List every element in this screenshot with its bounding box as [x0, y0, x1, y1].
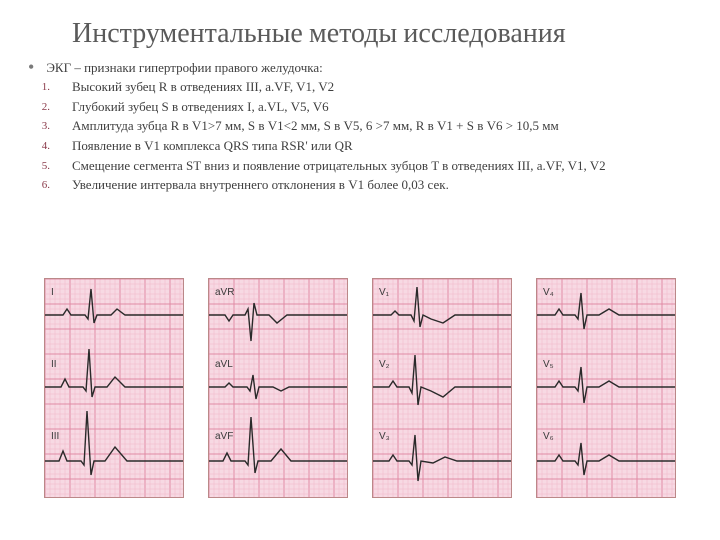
ecg-lead-label: V₁ [379, 287, 389, 298]
list-number: 3. [28, 117, 50, 134]
list-item: 4. Появление в V1 комплекса QRS типа RSR'… [28, 137, 684, 155]
ecg-lead-label: V₃ [379, 431, 390, 442]
list-text: Смещение сегмента ST вниз и появление от… [72, 157, 684, 175]
list-item: 2. Глубокий зубец S в отведениях I, a.VL,… [28, 98, 684, 116]
ecg-lead-label: V₄ [543, 287, 554, 298]
ecg-strip: V₄ V₅ V₆ [536, 278, 676, 498]
ecg-strip: IIIIII [44, 278, 184, 498]
ecg-lead-label: III [51, 431, 59, 442]
numbered-list: 1.Высокий зубец R в отведениях III, a.VF… [72, 78, 684, 193]
ecg-panels: IIIIIIaVRaVLaVFV₁V₂V₃V₄V₅V₆ [44, 278, 676, 498]
list-number: 5. [28, 157, 50, 174]
list-text: Глубокий зубец S в отведениях I, a.VL, V… [72, 98, 684, 116]
list-text: Амплитуда зубца R в V1>7 мм, S в V1<2 мм… [72, 117, 684, 135]
ecg-lead-label: aVR [215, 287, 234, 298]
ecg-lead-label: aVF [215, 431, 233, 442]
lead-bullet: • ЭКГ – признаки гипертрофии правого жел… [28, 59, 684, 77]
ecg-strip: aVR aVL aVF [208, 278, 348, 498]
list-text: Появление в V1 комплекса QRS типа RSR' и… [72, 137, 684, 155]
bullet-icon: • [28, 58, 34, 76]
list-number: 6. [28, 176, 50, 193]
list-item: 6. Увеличение интервала внутреннего откло… [28, 176, 684, 194]
list-item: 5. Смещение сегмента ST вниз и появление … [28, 157, 684, 175]
list-number: 2. [28, 98, 50, 115]
list-item: 1. Высокий зубец R в отведениях III, a.VF… [28, 78, 684, 96]
list-text: Высокий зубец R в отведениях III, a.VF, … [72, 78, 684, 96]
list-number: 4. [28, 137, 50, 154]
list-number: 1. [28, 78, 50, 95]
ecg-lead-label: V₂ [379, 359, 390, 370]
ecg-lead-label: II [51, 359, 57, 370]
bullet-text: ЭКГ – признаки гипертрофии правого желуд… [46, 59, 684, 77]
ecg-lead-label: V₆ [543, 431, 554, 442]
list-text: Увеличение интервала внутреннего отклоне… [72, 176, 684, 194]
ecg-lead-label: V₅ [543, 359, 554, 370]
ecg-lead-label: I [51, 287, 54, 298]
ecg-strip: V₁ V₂ V₃ [372, 278, 512, 498]
list-item: 3. Амплитуда зубца R в V1>7 мм, S в V1<2 … [28, 117, 684, 135]
slide-title: Инструментальные методы исследования [72, 18, 684, 49]
ecg-lead-label: aVL [215, 359, 233, 370]
